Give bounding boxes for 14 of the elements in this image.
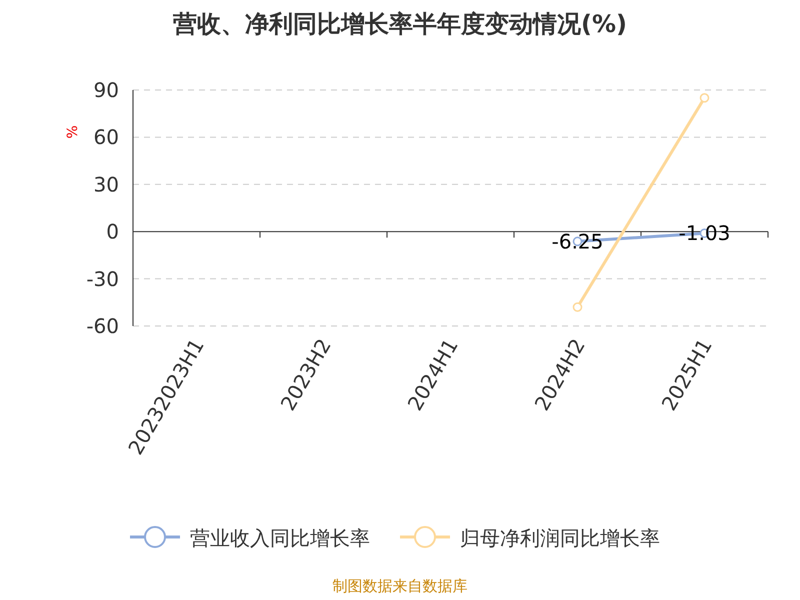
data-label: -6.25 xyxy=(552,229,604,254)
y-axis-title: % xyxy=(65,125,81,139)
point xyxy=(572,302,582,312)
chart-title: 营收、净利同比增长率半年度变动情况(%) xyxy=(172,10,627,38)
text: 制图数据来自数据库 xyxy=(332,577,468,595)
y-tick-label: 60 xyxy=(94,125,119,150)
legend-label: 归母净利润同比增长率 xyxy=(460,526,660,550)
y-tick-label: 90 xyxy=(94,78,119,102)
y-tick-label: -60 xyxy=(86,314,119,338)
y-tick-label: -30 xyxy=(86,266,119,291)
legend-label: 营业收入同比增长率 xyxy=(190,526,370,550)
y-tick-label: 0 xyxy=(106,220,119,244)
point xyxy=(700,93,710,103)
y-tick-label: 30 xyxy=(94,172,119,196)
